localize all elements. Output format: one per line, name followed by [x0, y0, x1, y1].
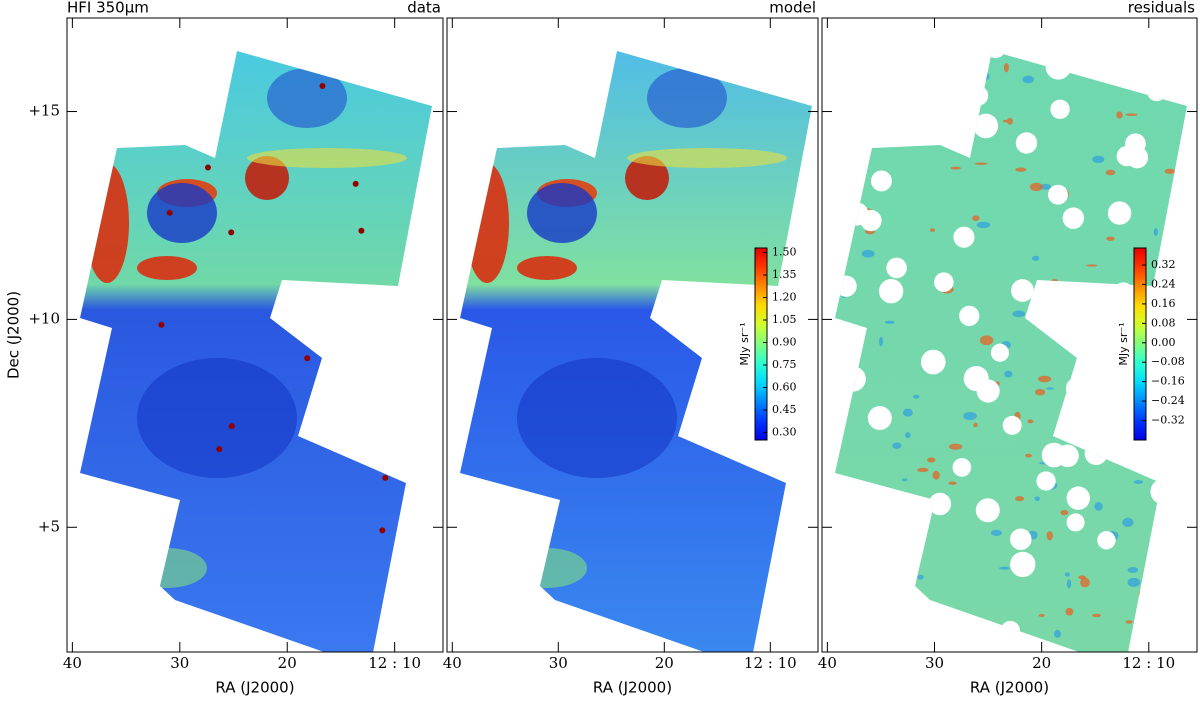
colorbar-label: MJy sr⁻¹: [738, 322, 751, 365]
panel-frame: [821, 17, 1198, 653]
y-tick-label: +10: [28, 309, 60, 327]
colorbar: [754, 247, 768, 441]
map-image: [80, 51, 432, 652]
panel-frame: [66, 17, 444, 653]
colorbar-tick-label: 0.45: [772, 403, 797, 416]
colorbar-tick-label: 0.60: [772, 381, 797, 394]
colorbar-tick-label: −0.32: [1151, 414, 1185, 427]
x-tick-label: 12 : 10: [744, 654, 797, 672]
x-tick-label: 20: [278, 654, 297, 672]
y-tick-label: +15: [28, 102, 60, 120]
x-tick-label: 20: [1032, 654, 1051, 672]
colorbar-tick-label: 0.30: [772, 426, 797, 439]
colorbar-tick-label: −0.24: [1151, 394, 1185, 407]
x-axis-label: RA (J2000): [970, 679, 1049, 697]
panel-frame: [446, 17, 819, 653]
x-tick-label: 40: [443, 654, 462, 672]
colorbar-tick-label: −0.16: [1151, 375, 1185, 388]
x-tick-label: 40: [63, 654, 82, 672]
colorbar-tick-label: 0.24: [1151, 277, 1176, 290]
colorbar-tick-label: 1.20: [772, 291, 797, 304]
y-tick-label: +5: [38, 517, 60, 535]
panel-title: HFI 350μm: [67, 0, 149, 17]
panel-label: data: [407, 0, 441, 17]
y-axis-label: Dec (J2000): [5, 291, 23, 379]
x-tick-label: 40: [818, 654, 837, 672]
x-tick-label: 12 : 10: [368, 654, 421, 672]
panel-label: model: [769, 0, 816, 17]
colorbar-tick-label: 1.05: [772, 313, 797, 326]
colorbar: [1133, 247, 1147, 441]
colorbar-tick-label: 1.35: [772, 268, 797, 281]
colorbar-tick-label: 1.50: [772, 246, 797, 259]
x-tick-label: 30: [170, 654, 189, 672]
panel-label: residuals: [1128, 0, 1195, 17]
colorbar-tick-label: 0.00: [1151, 336, 1176, 349]
x-axis-label: RA (J2000): [593, 679, 672, 697]
x-tick-label: 12 : 10: [1122, 654, 1175, 672]
colorbar-tick-label: 0.08: [1151, 316, 1176, 329]
colorbar-tick-label: 0.90: [772, 336, 797, 349]
colorbar-tick-label: −0.08: [1151, 355, 1185, 368]
x-tick-label: 30: [549, 654, 568, 672]
colorbar-tick-label: 0.75: [772, 358, 797, 371]
x-axis-label: RA (J2000): [215, 679, 294, 697]
x-tick-label: 20: [655, 654, 674, 672]
colorbar-tick-label: 0.16: [1151, 297, 1176, 310]
colorbar-label: MJy sr⁻¹: [1117, 322, 1130, 365]
x-tick-label: 30: [925, 654, 944, 672]
colorbar-tick-label: 0.32: [1151, 258, 1176, 271]
